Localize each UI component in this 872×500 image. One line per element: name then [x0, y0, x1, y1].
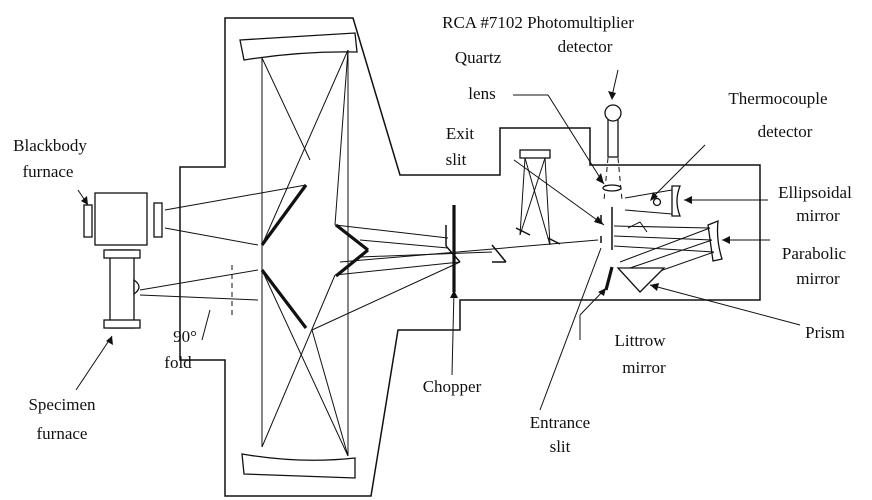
label-quartz-1: Quartz	[455, 48, 502, 67]
label-specimen-2: furnace	[37, 424, 88, 443]
plane-mirrors	[260, 184, 370, 329]
label-exit-2: slit	[446, 150, 467, 169]
specimen-furnace	[103, 249, 141, 329]
top-collimating-mirror	[239, 32, 358, 61]
label-quartz-2: lens	[468, 84, 495, 103]
text-labels: RCA #7102 Photomultiplier detector Quart…	[13, 13, 852, 456]
label-littrow-1: Littrow	[615, 331, 667, 350]
label-parabolic-1: Parabolic	[782, 244, 847, 263]
light-paths-main	[139, 49, 599, 457]
label-entrance-1: Entrance	[530, 413, 590, 432]
label-entrance-2: slit	[550, 437, 571, 456]
label-ellipsoidal-1: Ellipsoidal	[778, 183, 852, 202]
monochromator-mirror	[515, 149, 561, 246]
housing-outline	[179, 17, 761, 497]
label-photomultiplier-1: RCA #7102 Photomultiplier	[442, 13, 634, 32]
slits	[600, 207, 613, 250]
label-exit-1: Exit	[446, 124, 475, 143]
chopper-assembly	[445, 205, 507, 292]
label-chopper: Chopper	[423, 377, 482, 396]
blackbody-furnace	[83, 192, 163, 246]
label-parabolic-2: mirror	[796, 269, 840, 288]
parabolic-mirror-assembly	[613, 219, 723, 279]
label-littrow-2: mirror	[622, 358, 666, 377]
littrow-mirror	[604, 266, 614, 291]
label-ellipsoidal-2: mirror	[796, 206, 840, 225]
leader-lines	[75, 69, 801, 411]
label-fold-1: 90°	[173, 327, 197, 346]
bottom-collimating-mirror	[241, 453, 356, 479]
label-blackbody-1: Blackbody	[13, 136, 87, 155]
quartz-lens	[602, 184, 622, 192]
fold-dashed-lines	[179, 265, 233, 318]
prism	[616, 267, 666, 293]
photomultiplier-detector	[603, 104, 623, 201]
label-specimen-1: Specimen	[28, 395, 96, 414]
label-photomultiplier-2: detector	[558, 37, 613, 56]
label-blackbody-2: furnace	[23, 162, 74, 181]
thermocouple-assembly	[624, 185, 681, 233]
arrowheads	[81, 91, 730, 345]
label-prism: Prism	[805, 323, 845, 342]
label-thermocouple-1: Thermocouple	[728, 89, 827, 108]
label-thermocouple-2: detector	[758, 122, 813, 141]
label-fold-2: fold	[164, 353, 192, 372]
